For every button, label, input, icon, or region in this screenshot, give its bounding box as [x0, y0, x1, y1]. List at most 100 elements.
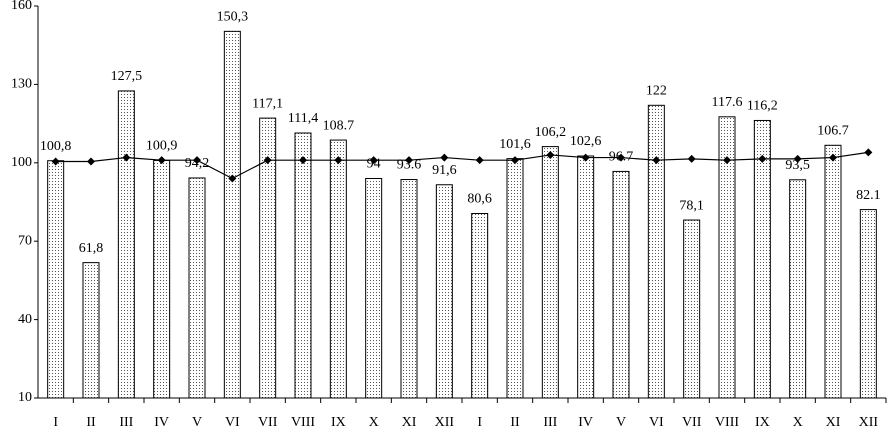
y-tick-label: 70 [18, 233, 32, 248]
value-label: 61,8 [79, 241, 104, 256]
marker [228, 174, 237, 183]
bar [329, 139, 347, 399]
x-tick-label: II [86, 415, 96, 430]
marker [652, 156, 661, 165]
bar [647, 104, 665, 399]
x-tick-label: II [510, 415, 520, 430]
value-label: 80,6 [467, 192, 492, 207]
value-label: 82.1 [856, 188, 881, 203]
x-tick-label: IX [331, 415, 346, 430]
bar [824, 144, 842, 399]
x-tick-label: V [192, 415, 202, 430]
marker [793, 154, 802, 163]
value-label: 150,3 [217, 10, 249, 25]
marker [511, 156, 519, 165]
bar [753, 119, 771, 399]
marker [829, 153, 837, 162]
value-label: 122 [646, 84, 667, 99]
bar [718, 116, 736, 399]
marker [334, 156, 343, 165]
bar [541, 146, 559, 399]
y-tick-label: 10 [18, 390, 32, 405]
marker [87, 157, 95, 166]
x-tick-label: VIII [715, 415, 739, 430]
bar [683, 219, 701, 399]
bar [47, 160, 65, 399]
y-tick-label: 130 [11, 77, 32, 92]
value-label: 117,1 [252, 96, 283, 111]
value-label: 116,2 [747, 99, 778, 114]
value-label: 108.7 [323, 118, 355, 133]
bar [294, 132, 312, 399]
x-tick-label: I [477, 415, 482, 430]
marker [546, 150, 555, 159]
marker [475, 156, 484, 165]
y-tick-label: 40 [18, 312, 32, 327]
value-label: 101,6 [499, 137, 531, 152]
x-tick-label: X [369, 415, 379, 430]
bar [789, 179, 807, 399]
y-tick-label: 160 [11, 0, 32, 13]
marker [51, 157, 60, 166]
marker [864, 148, 873, 157]
value-label: 102,6 [570, 134, 602, 149]
bar [612, 170, 630, 399]
bar [223, 30, 241, 399]
x-tick-label: XII [859, 415, 879, 430]
value-label: 106,2 [535, 125, 567, 140]
marker [263, 156, 272, 165]
marker [758, 154, 767, 163]
value-label: 91,6 [432, 163, 457, 178]
y-tick-label: 100 [11, 155, 32, 170]
x-tick-label: V [616, 415, 626, 430]
line [55, 151, 869, 180]
bar [153, 159, 171, 399]
bar [400, 179, 418, 399]
x-tick-label: X [793, 415, 803, 430]
x-tick-label: XI [826, 415, 841, 430]
value-label: 100,8 [40, 139, 72, 154]
marker [723, 156, 731, 165]
x-tick-label: VI [225, 415, 240, 430]
bar [577, 155, 595, 399]
marker [369, 156, 378, 165]
marker [581, 153, 590, 162]
marker [405, 156, 413, 165]
x-tick-label: IV [578, 415, 593, 430]
value-label: 127,5 [111, 69, 143, 84]
marker [122, 153, 131, 162]
marker [617, 153, 625, 162]
x-tick-label: VII [682, 415, 702, 430]
x-tick-label: IX [755, 415, 770, 430]
value-label: 117.6 [712, 95, 743, 110]
bar [259, 117, 277, 399]
x-tick-label: XI [402, 415, 417, 430]
marker [157, 156, 166, 165]
value-label: 93.6 [397, 158, 422, 173]
x-tick-label: VII [258, 415, 278, 430]
x-tick-label: VI [649, 415, 664, 430]
x-tick-label: I [53, 415, 58, 430]
bar [82, 262, 100, 399]
value-label: 111,4 [288, 111, 318, 126]
x-tick-label: III [543, 415, 557, 430]
bar [365, 177, 383, 399]
bar [859, 209, 877, 399]
bar [471, 212, 489, 399]
value-label: 93,5 [785, 158, 810, 173]
x-tick-label: IV [154, 415, 169, 430]
value-label: 100,9 [146, 139, 178, 154]
marker [687, 154, 696, 163]
value-label: 78,1 [679, 198, 704, 213]
bar [117, 90, 135, 399]
marker [193, 156, 201, 165]
marker [299, 156, 307, 165]
bar [506, 158, 524, 399]
x-tick-label: VIII [291, 415, 315, 430]
marker [440, 153, 449, 162]
bar [188, 177, 206, 399]
x-tick-label: III [119, 415, 133, 430]
value-label: 106.7 [817, 124, 849, 139]
x-tick-label: XII [435, 415, 455, 430]
bar [435, 184, 453, 399]
